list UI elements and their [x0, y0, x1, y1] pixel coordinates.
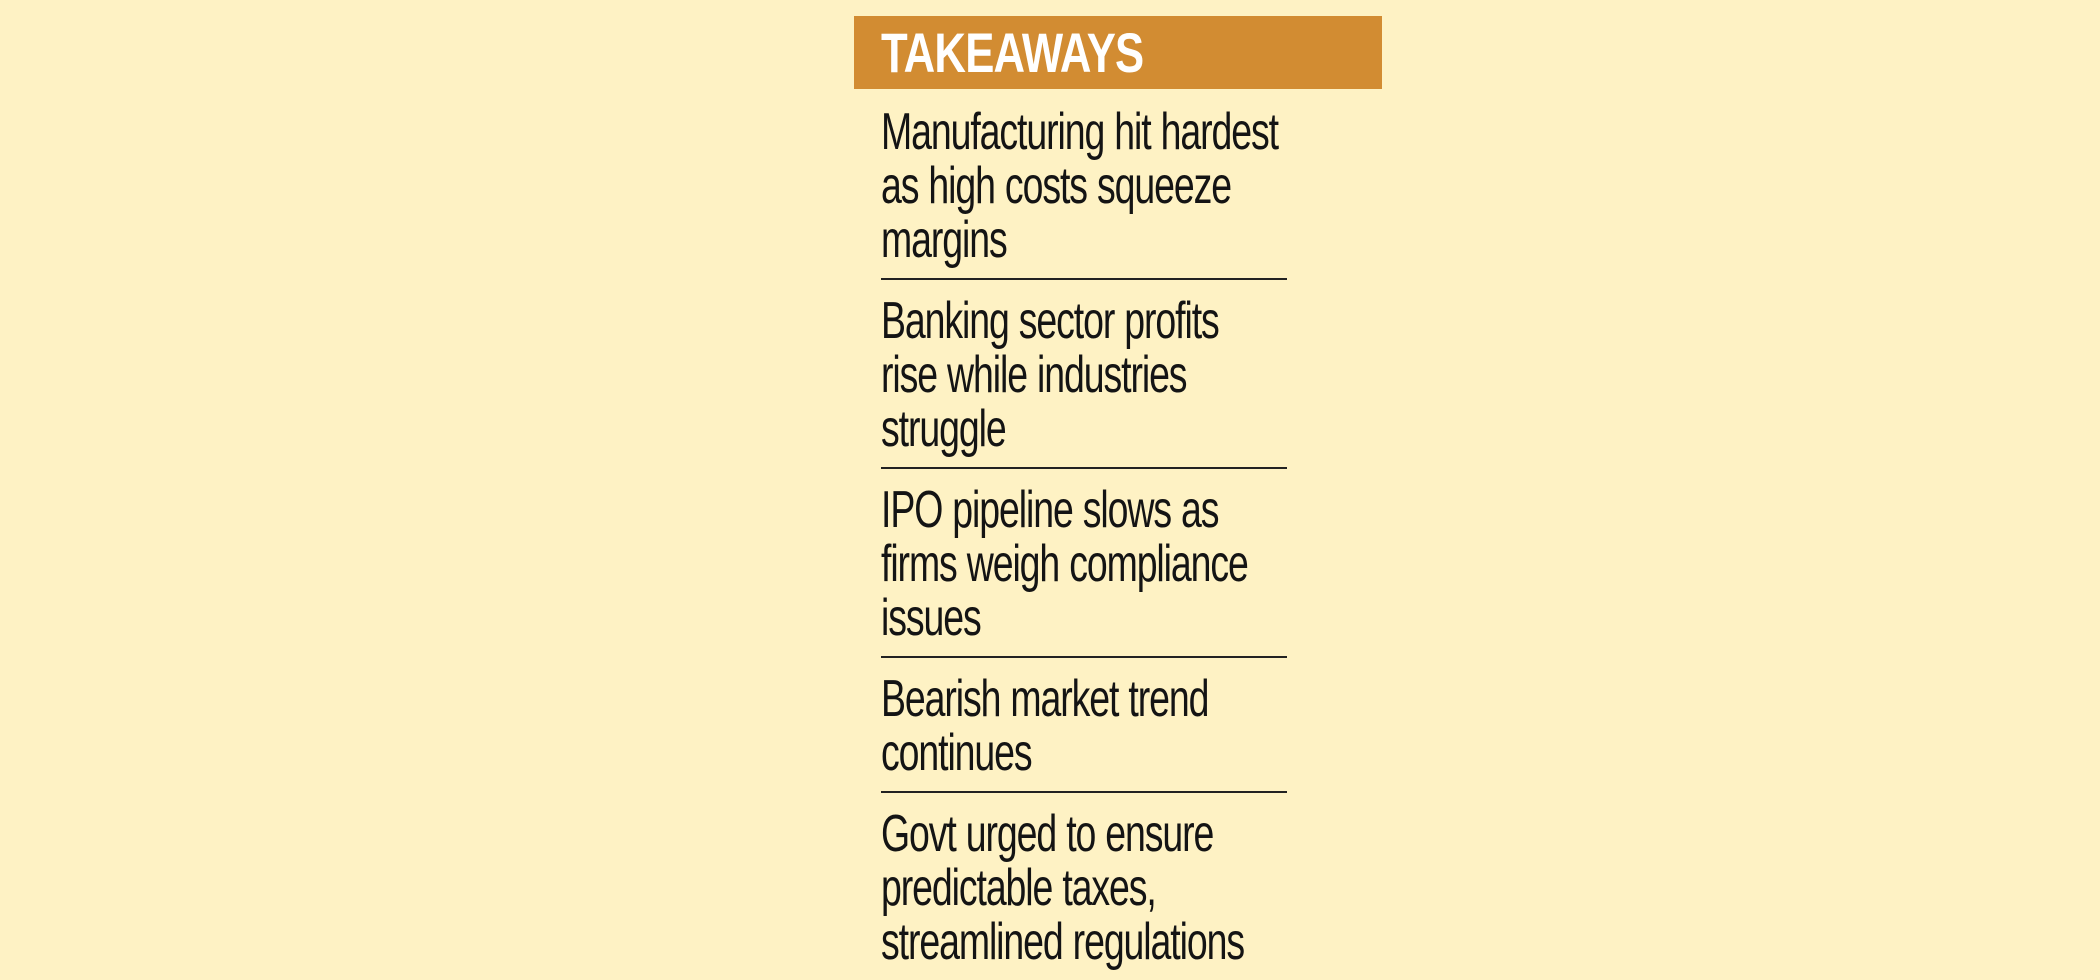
takeaway-text: IPO pipeline slows as firms weigh compli… [881, 481, 1249, 647]
takeaway-text: Bearish market trend continues [881, 670, 1209, 782]
list-item: Manufacturing hit hardest as high costs … [881, 89, 1287, 280]
takeaways-header: TAKEAWAYS [854, 16, 1382, 89]
list-item: Bearish market trend continues [881, 658, 1287, 793]
list-item: Govt urged to ensure predictable taxes, … [881, 793, 1287, 980]
takeaways-panel: TAKEAWAYS Manufacturing hit hardest as h… [854, 16, 1382, 980]
takeaway-text: Banking sector profits rise while indust… [881, 292, 1220, 458]
list-item: Banking sector profits rise while indust… [881, 280, 1287, 469]
list-item: IPO pipeline slows as firms weigh compli… [881, 469, 1287, 658]
takeaways-list: Manufacturing hit hardest as high costs … [881, 89, 1287, 980]
takeaways-title: TAKEAWAYS [881, 20, 1144, 84]
takeaway-text: Manufacturing hit hardest as high costs … [881, 103, 1279, 269]
takeaway-text: Govt urged to ensure predictable taxes, … [881, 805, 1245, 971]
